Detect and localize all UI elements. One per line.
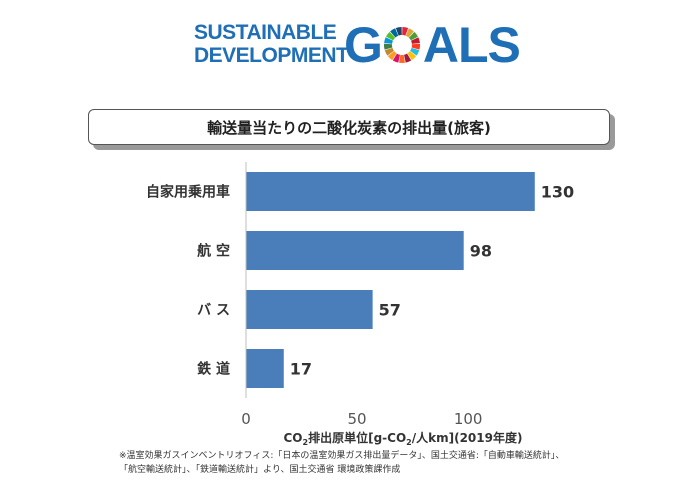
bar [246,290,373,329]
sdg-wheel-segment [409,47,420,56]
value-label: 17 [290,360,312,379]
x-tick-label: 0 [241,410,251,428]
x-tick-label: 100 [454,410,483,428]
sdg-wheel-segment [395,26,402,36]
sdg-wheel-icon [383,26,420,64]
logo-letter-g: G [344,17,383,73]
sdg-wheel-segment [383,37,393,44]
source-note: ※温室効果ガスインベントリオフィス:「日本の温室効果ガス排出量データ」、国土交通… [119,449,659,477]
sdg-wheel-segment [390,28,399,38]
chart-title: 輸送量当たりの二酸化炭素の排出量(旅客) [88,109,610,145]
sdg-wheel-segment [407,51,417,61]
category-label: 航 空 [197,243,230,260]
source-note-line-2: 「航空輸送統計」、「鉄道輸送統計」より、国土交通省 環境政策課作成 [119,465,401,475]
value-label: 98 [470,242,492,261]
source-note-line-1: ※温室効果ガスインベントリオフィス:「日本の温室効果ガス排出量データ」、国土交通… [119,451,565,461]
sdgs-logo: SUSTAINABLE DEVELOPMENT G ALS [194,20,524,72]
category-label: 自家用乗用車 [146,184,230,201]
sdg-wheel-segment [392,53,400,63]
sdg-wheel-segment [410,37,420,44]
sdg-wheel-segment [384,47,394,56]
sdg-wheel-segment [403,53,412,63]
sdg-wheel-segment [411,43,420,50]
bar [246,349,284,388]
category-label: バ ス [197,303,230,319]
category-label: 鉄 道 [197,361,230,378]
logo-text-goals: G ALS [344,17,521,73]
sdg-wheel-segment [402,26,409,36]
logo-text-sustainable: SUSTAINABLE [194,21,337,44]
chart-title-text: 輸送量当たりの二酸化炭素の排出量(旅客) [207,118,491,137]
x-tick-label: 50 [348,410,367,428]
sdg-wheel-segment [383,43,393,50]
sdg-wheel-segment [405,28,414,38]
sdg-wheel-segment [408,31,418,41]
sdg-wheel-segment [387,51,397,61]
sdg-wheel-segment [385,31,396,41]
logo-letters-als: ALS [422,17,521,73]
value-label: 130 [541,183,574,202]
bar [246,172,535,211]
bar [246,231,464,270]
sdg-wheel-segment [398,54,405,64]
x-axis-label: CO2排出原単位[g-CO2/人km](2019年度) [284,430,523,447]
value-label: 57 [379,301,401,320]
logo-text-development: DEVELOPMENT [194,44,349,67]
